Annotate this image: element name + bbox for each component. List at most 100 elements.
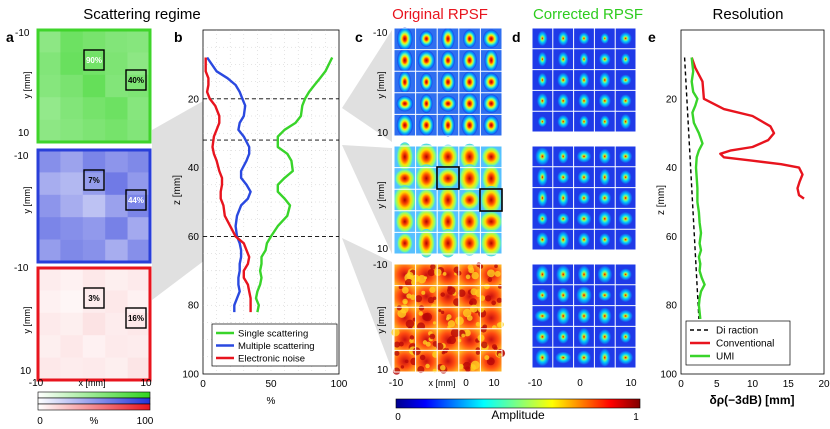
panel-c bbox=[391, 27, 506, 375]
map-cell bbox=[38, 30, 61, 53]
map-cell bbox=[82, 30, 106, 53]
map-cell bbox=[127, 217, 151, 240]
map-cell bbox=[105, 239, 128, 263]
rpsf-spot bbox=[556, 287, 570, 303]
rpsf-spot bbox=[441, 50, 455, 71]
rpsf-spot bbox=[578, 93, 590, 109]
x-tick-label: 0 bbox=[678, 379, 684, 390]
panel-a-ytick-top-2: -10 bbox=[14, 151, 29, 162]
noise-speckle bbox=[430, 264, 436, 270]
noise-speckle bbox=[485, 295, 492, 302]
map-cell bbox=[82, 97, 106, 120]
noise-speckle bbox=[405, 359, 409, 364]
map-cell bbox=[127, 357, 151, 381]
noise-speckle bbox=[398, 285, 403, 290]
rpsf-spot bbox=[418, 114, 435, 136]
panel-c-xtick-left: -10 bbox=[389, 378, 404, 389]
rpsf-spot bbox=[536, 288, 549, 302]
map-cell bbox=[38, 239, 61, 263]
noise-speckle bbox=[480, 326, 487, 333]
rpsf-spot bbox=[578, 72, 590, 88]
noise-speckle bbox=[435, 342, 444, 351]
rpsf-spot bbox=[480, 211, 503, 232]
map-cell bbox=[127, 74, 151, 98]
map-cell bbox=[60, 150, 84, 173]
noise-speckle bbox=[421, 290, 426, 295]
rpsf-spot bbox=[397, 48, 413, 72]
rpsf-spot bbox=[396, 114, 413, 137]
noise-speckle bbox=[457, 338, 462, 343]
noise-speckle bbox=[458, 363, 464, 370]
noise-speckle bbox=[466, 315, 473, 321]
title-scattering-regime: Scattering regime bbox=[83, 6, 201, 23]
map-cell bbox=[38, 268, 61, 291]
rpsf-spot bbox=[618, 211, 633, 226]
panel-a-ytick-bottom-3: 10 bbox=[20, 366, 32, 377]
amplitude-tick-1: 1 bbox=[633, 412, 639, 423]
y-tick-label: 20 bbox=[666, 94, 678, 105]
map-label: 44% bbox=[128, 196, 144, 205]
noise-speckle bbox=[422, 313, 430, 321]
noise-speckle bbox=[469, 364, 477, 372]
rpsf-spot bbox=[598, 329, 612, 345]
map-cell bbox=[60, 194, 84, 218]
map-cell bbox=[82, 312, 106, 336]
rpsf-spot bbox=[598, 307, 612, 325]
rpsf-spot bbox=[459, 164, 480, 193]
rpsf-spot bbox=[537, 116, 547, 128]
rpsf-spot bbox=[618, 189, 633, 207]
map-cell bbox=[127, 30, 151, 53]
rpsf-spot bbox=[597, 265, 613, 284]
rpsf-spot bbox=[598, 52, 611, 66]
rpsf-spot bbox=[619, 94, 632, 108]
y-tick-label: 100 bbox=[182, 370, 199, 381]
noise-speckle bbox=[447, 336, 456, 345]
x-tick-label: 5 bbox=[714, 379, 720, 390]
rpsf-spot bbox=[420, 72, 433, 92]
noise-speckle bbox=[404, 278, 413, 287]
amplitude-colorbar bbox=[395, 398, 641, 409]
rpsf-spot bbox=[577, 308, 591, 324]
panel-c-ytick-bottom-1: 10 bbox=[377, 128, 389, 139]
noise-speckle bbox=[486, 357, 495, 366]
legend-label: UMI bbox=[716, 352, 734, 363]
noise-speckle bbox=[409, 338, 414, 344]
x-tick-label: 15 bbox=[783, 379, 795, 390]
rpsf-spot bbox=[557, 149, 569, 164]
rpsf-spot bbox=[557, 93, 569, 109]
series-line-multiple-scattering bbox=[206, 56, 252, 313]
noise-speckle bbox=[442, 271, 447, 276]
noise-speckle bbox=[498, 353, 502, 357]
rpsf-spot bbox=[619, 74, 632, 86]
noise-speckle bbox=[477, 334, 485, 342]
rpsf-spot bbox=[557, 51, 569, 67]
noise-speckle bbox=[483, 283, 490, 290]
panel-c-ylabel-3: y [mm] bbox=[376, 307, 386, 334]
rpsf-spot bbox=[557, 30, 569, 46]
rpsf-spot bbox=[419, 30, 434, 47]
map-label: 7% bbox=[88, 176, 100, 185]
panel-a-ytick-bottom-1: 10 bbox=[18, 128, 30, 139]
rpsf-spot bbox=[619, 31, 632, 45]
legend-label: Single scattering bbox=[238, 329, 308, 340]
map-cell bbox=[105, 217, 128, 240]
noise-speckle bbox=[424, 276, 428, 280]
noise-speckle bbox=[427, 269, 435, 277]
map-cell bbox=[38, 217, 61, 240]
colorbar-blue bbox=[37, 397, 151, 405]
noise-speckle bbox=[496, 297, 503, 303]
rpsf-spot bbox=[537, 30, 548, 47]
rpsf-spot bbox=[396, 95, 414, 112]
series-line-electronic-noise bbox=[204, 57, 252, 313]
map-cell bbox=[60, 268, 84, 291]
map-cell bbox=[105, 268, 128, 291]
noise-speckle bbox=[412, 347, 421, 356]
map-cell bbox=[60, 52, 84, 76]
rpsf-spot bbox=[397, 233, 413, 254]
rpsf-spot bbox=[415, 143, 438, 170]
rpsf-spot bbox=[535, 265, 549, 284]
map-cell bbox=[82, 119, 106, 143]
panel-a-ylabel-1: y [mm] bbox=[22, 72, 32, 99]
